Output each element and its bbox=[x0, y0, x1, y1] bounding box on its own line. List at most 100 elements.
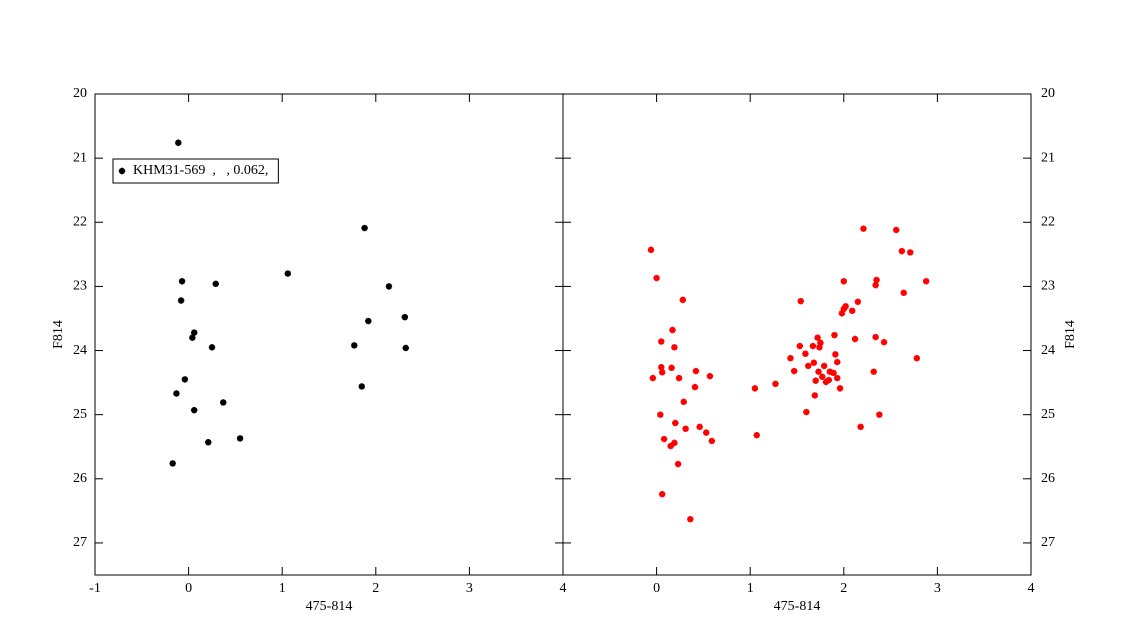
x-tick-label: 0 bbox=[185, 581, 192, 596]
point bbox=[834, 374, 841, 382]
point bbox=[751, 385, 759, 392]
x-tick-label: 0 bbox=[653, 581, 660, 596]
point bbox=[812, 377, 819, 384]
point bbox=[703, 429, 710, 436]
x-tick-label: 2 bbox=[840, 581, 847, 596]
x-tick-label: 3 bbox=[934, 581, 941, 596]
point bbox=[753, 431, 760, 439]
y-tick-label: 26 bbox=[73, 471, 87, 486]
point bbox=[842, 303, 849, 310]
point bbox=[817, 339, 824, 347]
x-tick-label: 3 bbox=[466, 581, 473, 596]
point bbox=[706, 372, 714, 380]
point bbox=[175, 139, 182, 146]
legend: KHM31-569 , , 0.062, bbox=[112, 158, 279, 184]
point bbox=[672, 419, 679, 427]
point bbox=[205, 439, 212, 446]
point bbox=[831, 331, 838, 339]
point bbox=[674, 460, 682, 468]
point bbox=[401, 313, 409, 321]
point bbox=[284, 270, 292, 277]
point bbox=[872, 281, 879, 289]
point bbox=[365, 317, 372, 325]
y-tick-label: 25 bbox=[1041, 407, 1055, 422]
x-tick-label: 1 bbox=[279, 581, 286, 596]
point bbox=[212, 280, 219, 288]
point bbox=[854, 298, 862, 305]
point bbox=[671, 344, 678, 351]
point bbox=[898, 247, 906, 255]
point bbox=[118, 167, 126, 175]
point bbox=[708, 437, 716, 445]
point bbox=[849, 307, 856, 314]
point bbox=[691, 383, 699, 391]
point bbox=[832, 351, 839, 358]
point bbox=[647, 246, 655, 254]
y-tick-label: 23 bbox=[1041, 279, 1055, 294]
point bbox=[840, 278, 847, 285]
point bbox=[208, 344, 216, 351]
point bbox=[814, 334, 821, 341]
point bbox=[680, 398, 687, 406]
point bbox=[675, 374, 683, 382]
point bbox=[876, 411, 883, 418]
point bbox=[358, 383, 365, 390]
point bbox=[173, 390, 180, 397]
point bbox=[653, 274, 660, 282]
point bbox=[860, 225, 867, 232]
x-axis-label: 475-814 bbox=[306, 599, 353, 614]
point bbox=[679, 296, 687, 304]
point bbox=[797, 297, 804, 305]
point bbox=[668, 364, 675, 372]
point bbox=[191, 406, 198, 414]
point bbox=[811, 392, 818, 399]
point bbox=[802, 350, 809, 357]
point bbox=[191, 329, 198, 336]
point bbox=[669, 326, 676, 334]
point bbox=[820, 362, 828, 370]
x-tick-label: -1 bbox=[89, 581, 101, 596]
y-tick-label: 26 bbox=[1041, 471, 1055, 486]
point bbox=[872, 333, 879, 341]
point bbox=[825, 376, 833, 384]
legend-label: KHM31-569 , , 0.062, bbox=[133, 163, 268, 178]
point bbox=[907, 249, 914, 256]
point bbox=[822, 378, 830, 386]
x-axis-label: 475-814 bbox=[774, 599, 821, 614]
point bbox=[880, 338, 888, 346]
point bbox=[805, 362, 812, 370]
point bbox=[351, 342, 358, 349]
series bbox=[169, 139, 409, 467]
point bbox=[696, 423, 703, 431]
point bbox=[178, 278, 186, 285]
point bbox=[659, 490, 666, 498]
point bbox=[667, 442, 674, 450]
point bbox=[181, 376, 189, 383]
point bbox=[922, 278, 930, 285]
y-tick-label: 22 bbox=[1041, 214, 1055, 229]
y-tick-label: 20 bbox=[1041, 86, 1055, 101]
point bbox=[236, 435, 244, 442]
y-axis-label: F814 bbox=[51, 320, 66, 349]
point bbox=[220, 399, 227, 406]
y-tick-label: 20 bbox=[73, 86, 87, 101]
point bbox=[857, 423, 864, 431]
point bbox=[385, 283, 393, 290]
x-tick-label: 4 bbox=[560, 581, 567, 596]
y-axis-label: F814 bbox=[1063, 320, 1078, 349]
point bbox=[809, 342, 817, 350]
y-tick-label: 22 bbox=[73, 214, 87, 229]
point bbox=[671, 439, 678, 447]
point bbox=[851, 335, 859, 343]
point bbox=[658, 338, 665, 345]
legend-box bbox=[112, 158, 279, 184]
x-tick-label: 4 bbox=[1028, 581, 1035, 596]
point bbox=[838, 310, 846, 317]
point bbox=[657, 411, 664, 418]
point bbox=[819, 373, 826, 381]
y-tick-label: 24 bbox=[73, 343, 87, 358]
y-tick-label: 24 bbox=[1041, 343, 1055, 358]
point bbox=[870, 368, 877, 375]
point bbox=[189, 334, 196, 341]
